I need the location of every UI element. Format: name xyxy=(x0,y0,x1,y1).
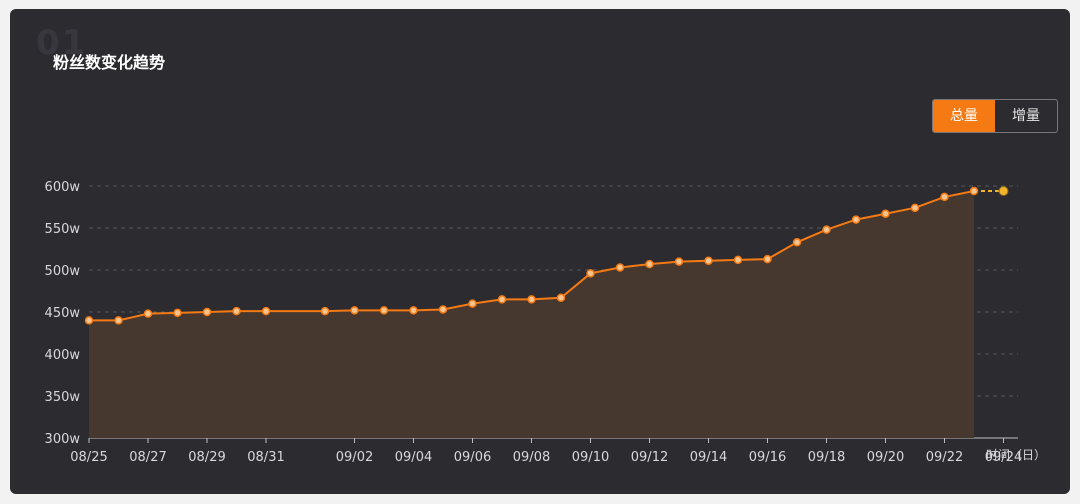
y-tick-label: 400w xyxy=(45,348,81,363)
y-tick-label: 600w xyxy=(45,180,81,195)
x-tick-label: 09/08 xyxy=(513,450,550,465)
panel-number-watermark: 01 xyxy=(36,23,88,63)
x-tick-label: 09/10 xyxy=(572,450,609,465)
data-point xyxy=(261,306,271,316)
y-tick-label: 500w xyxy=(45,264,81,279)
y-tick-label: 450w xyxy=(45,306,81,321)
x-tick-label: 09/22 xyxy=(926,450,963,465)
x-tick-label: 08/31 xyxy=(247,450,284,465)
data-point xyxy=(350,306,359,315)
x-tick-label: 09/16 xyxy=(749,450,786,465)
data-point xyxy=(232,306,241,316)
data-point xyxy=(114,316,123,325)
data-point xyxy=(645,259,654,269)
data-point xyxy=(733,255,743,265)
x-tick-label: 09/24 xyxy=(985,450,1022,465)
series-area-fill xyxy=(89,191,974,438)
data-point xyxy=(763,254,772,264)
data-point xyxy=(586,269,595,278)
data-point xyxy=(910,203,920,213)
x-tick-label: 09/06 xyxy=(454,450,491,465)
y-tick-label: 300w xyxy=(45,432,81,447)
x-tick-label: 09/14 xyxy=(690,450,727,465)
data-point xyxy=(969,186,979,196)
data-point xyxy=(527,295,536,304)
x-tick-label: 09/18 xyxy=(808,450,845,465)
forecast-point xyxy=(998,186,1009,197)
x-tick-label: 09/20 xyxy=(867,450,904,465)
data-point xyxy=(556,293,566,302)
toggle-total-button[interactable]: 总量 xyxy=(933,100,995,132)
x-tick-label: 09/02 xyxy=(336,450,373,465)
chart-title: 粉丝数变化趋势 xyxy=(53,53,166,72)
data-point xyxy=(851,215,861,224)
data-point xyxy=(792,238,802,247)
y-tick-label: 350w xyxy=(45,390,81,405)
data-point xyxy=(320,306,330,316)
series-line xyxy=(89,190,975,322)
data-point xyxy=(173,308,182,318)
data-point xyxy=(940,192,949,202)
data-point xyxy=(674,257,684,266)
x-tick-label: 08/25 xyxy=(70,450,107,465)
data-point xyxy=(704,256,713,266)
data-point xyxy=(468,299,477,308)
x-tick-label: 09/12 xyxy=(631,450,668,465)
y-tick-label: 550w xyxy=(45,222,81,237)
data-point xyxy=(409,306,418,315)
x-axis-unit-label: 时间（日） xyxy=(986,448,1046,462)
data-point xyxy=(822,225,831,234)
data-point xyxy=(202,307,212,317)
toggle-increment-button[interactable]: 增量 xyxy=(1012,108,1040,124)
data-point xyxy=(143,309,153,318)
data-point xyxy=(438,305,448,314)
data-point xyxy=(379,306,389,315)
x-tick-label: 08/29 xyxy=(188,450,225,465)
data-point xyxy=(84,316,94,325)
x-tick-label: 08/27 xyxy=(129,450,166,465)
x-tick-label: 09/04 xyxy=(395,450,432,465)
total-increment-toggle: 总量 增量 xyxy=(932,99,1058,133)
data-point xyxy=(615,263,625,272)
data-point xyxy=(497,295,507,304)
data-point xyxy=(881,209,890,218)
